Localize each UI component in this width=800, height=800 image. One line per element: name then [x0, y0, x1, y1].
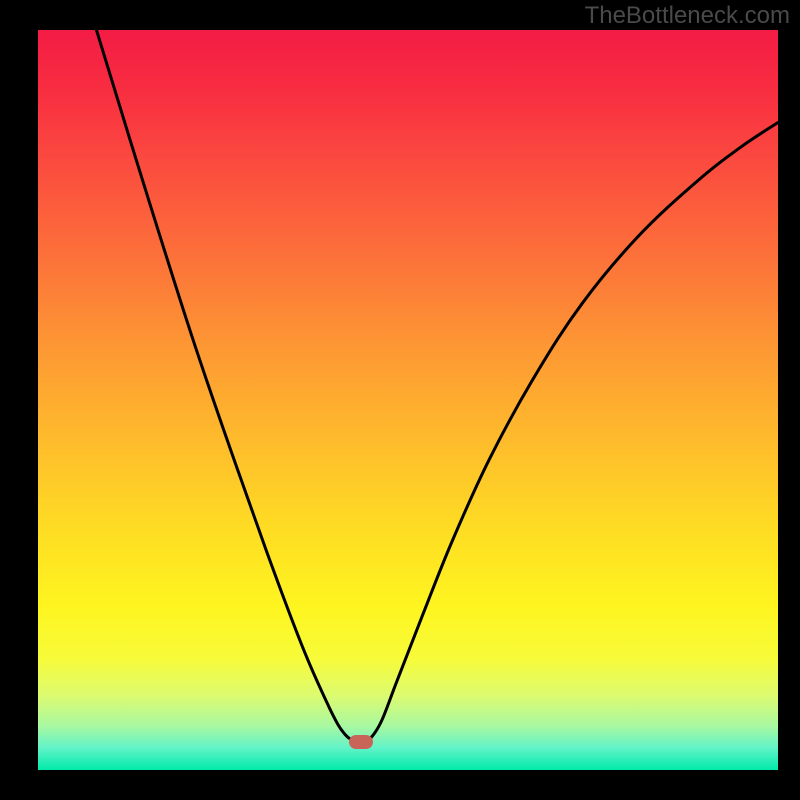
chart-minimum-marker: [349, 735, 373, 749]
watermark-text: TheBottleneck.com: [585, 2, 790, 30]
chart-background-gradient: [38, 30, 778, 770]
chart-plot-area: [38, 30, 778, 770]
